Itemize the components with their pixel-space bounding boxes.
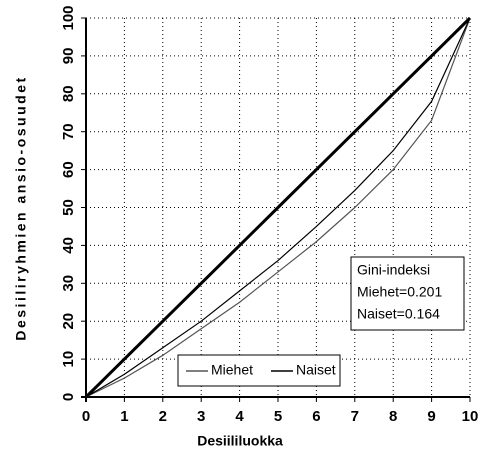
- data-line: [85, 17, 471, 398]
- y-tick-label: 20: [60, 313, 77, 330]
- y-tick-label: 30: [60, 275, 77, 292]
- y-tick-label: 100: [60, 5, 77, 30]
- annotation: Naiset=0.164: [357, 306, 440, 322]
- x-tick-label: 3: [197, 408, 205, 425]
- x-tick-label: 4: [235, 408, 244, 425]
- y-tick-label: 80: [60, 85, 77, 102]
- annotation-box: [350, 256, 465, 331]
- x-tick-label: 2: [159, 408, 167, 425]
- x-tick-label: 8: [389, 408, 397, 425]
- data-line: [85, 17, 471, 398]
- y-tick-label: 90: [60, 48, 77, 65]
- x-axis-label: Desiililuokka: [197, 433, 283, 449]
- y-tick-label: 60: [60, 161, 77, 178]
- y-tick-label: 10: [60, 351, 77, 368]
- x-tick-label: 1: [120, 408, 128, 425]
- x-tick-label: 5: [274, 408, 282, 425]
- x-tick-label: 9: [427, 408, 435, 425]
- y-axis-label: Desiiliryhmien ansio-osuudet: [13, 75, 29, 340]
- legend-label: Naiset: [296, 362, 336, 378]
- data-line: [84, 16, 472, 399]
- x-tick-label: 10: [462, 408, 479, 425]
- legend-label: Miehet: [211, 362, 253, 378]
- y-tick-label: 0: [60, 393, 77, 401]
- y-tick-label: 40: [60, 237, 77, 254]
- y-tick-label: 50: [60, 199, 77, 216]
- annotation: Gini-indeksi: [357, 262, 430, 278]
- x-tick-label: 6: [312, 408, 320, 425]
- annotation: Miehet=0.201: [357, 284, 442, 300]
- y-tick-label: 70: [60, 123, 77, 140]
- x-tick-label: 7: [351, 408, 359, 425]
- x-tick-label: 0: [82, 408, 90, 425]
